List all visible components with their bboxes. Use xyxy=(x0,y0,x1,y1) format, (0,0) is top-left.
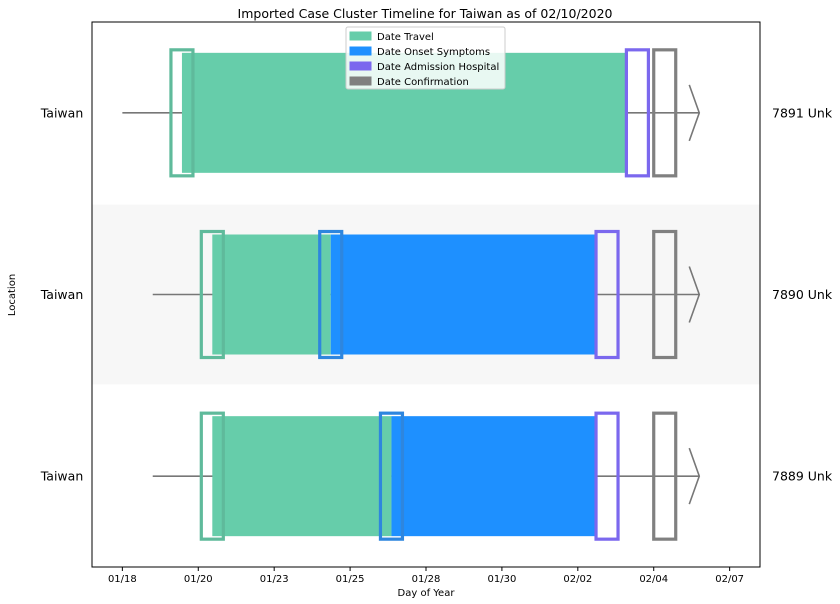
admission-marker xyxy=(594,411,620,541)
onset-marker xyxy=(318,229,344,360)
x-axis-ticks: 01/18 01/20 01/23 01/25 01/28 01/30 02/02 02/04… xyxy=(108,567,744,585)
confirmation-marker xyxy=(652,229,678,360)
legend-entry-label: Date Travel xyxy=(377,32,434,43)
row-location-label: Taiwan xyxy=(40,469,84,484)
x-tick-label: 01/18 xyxy=(108,574,137,585)
x-axis-label: Day of Year xyxy=(398,588,456,599)
row-location-label: Taiwan xyxy=(40,287,84,302)
legend: Date Travel Date Onset Symptoms Date Admis… xyxy=(345,26,506,90)
timeline-marks xyxy=(122,48,701,541)
arrow-head xyxy=(688,84,701,142)
chart-title: Imported Case Cluster Timeline for Taiwa… xyxy=(238,6,613,21)
row-case-id-label: 7889 Unk xyxy=(772,469,833,484)
y-axis-label: Location xyxy=(7,274,18,316)
travel-marker xyxy=(199,229,225,360)
travel-marker xyxy=(169,48,195,178)
row-labels: Taiwan 7891 Unk Taiwan 7890 Unk Taiwan 7889 U… xyxy=(40,105,833,483)
x-tick-label: 01/25 xyxy=(336,574,365,585)
onset-bar xyxy=(391,416,597,537)
x-tick-label: 01/20 xyxy=(184,574,213,585)
row-case-id-label: 7891 Unk xyxy=(772,105,833,120)
x-tick-label: 02/02 xyxy=(563,574,592,585)
legend-entry-label: Date Onset Symptoms xyxy=(377,47,490,58)
x-tick-label: 01/23 xyxy=(260,574,289,585)
admission-marker xyxy=(624,48,651,178)
x-tick-label: 01/28 xyxy=(412,574,441,585)
x-tick-label: 01/30 xyxy=(487,574,516,585)
x-tick-label: 02/07 xyxy=(715,574,744,585)
confirmation-marker xyxy=(652,411,678,541)
admission-marker xyxy=(594,229,620,360)
travel-bar xyxy=(212,234,331,355)
legend-box xyxy=(345,26,506,90)
arrow-head xyxy=(688,447,701,505)
legend-swatch xyxy=(349,61,372,71)
row-location-label: Taiwan xyxy=(40,105,84,120)
travel-bar xyxy=(212,416,392,537)
arrow-head xyxy=(688,266,701,323)
onset-bar xyxy=(330,234,597,355)
legend-swatch xyxy=(349,31,372,41)
x-tick-label: 02/04 xyxy=(639,574,668,585)
travel-marker xyxy=(199,411,225,541)
legend-entry-label: Date Admission Hospital xyxy=(377,62,499,73)
legend-entry-label: Date Confirmation xyxy=(377,77,469,88)
onset-marker xyxy=(378,411,405,541)
legend-swatch xyxy=(349,76,372,86)
confirmation-marker xyxy=(652,48,678,178)
legend-swatch xyxy=(349,46,372,56)
row-case-id-label: 7890 Unk xyxy=(772,287,833,302)
